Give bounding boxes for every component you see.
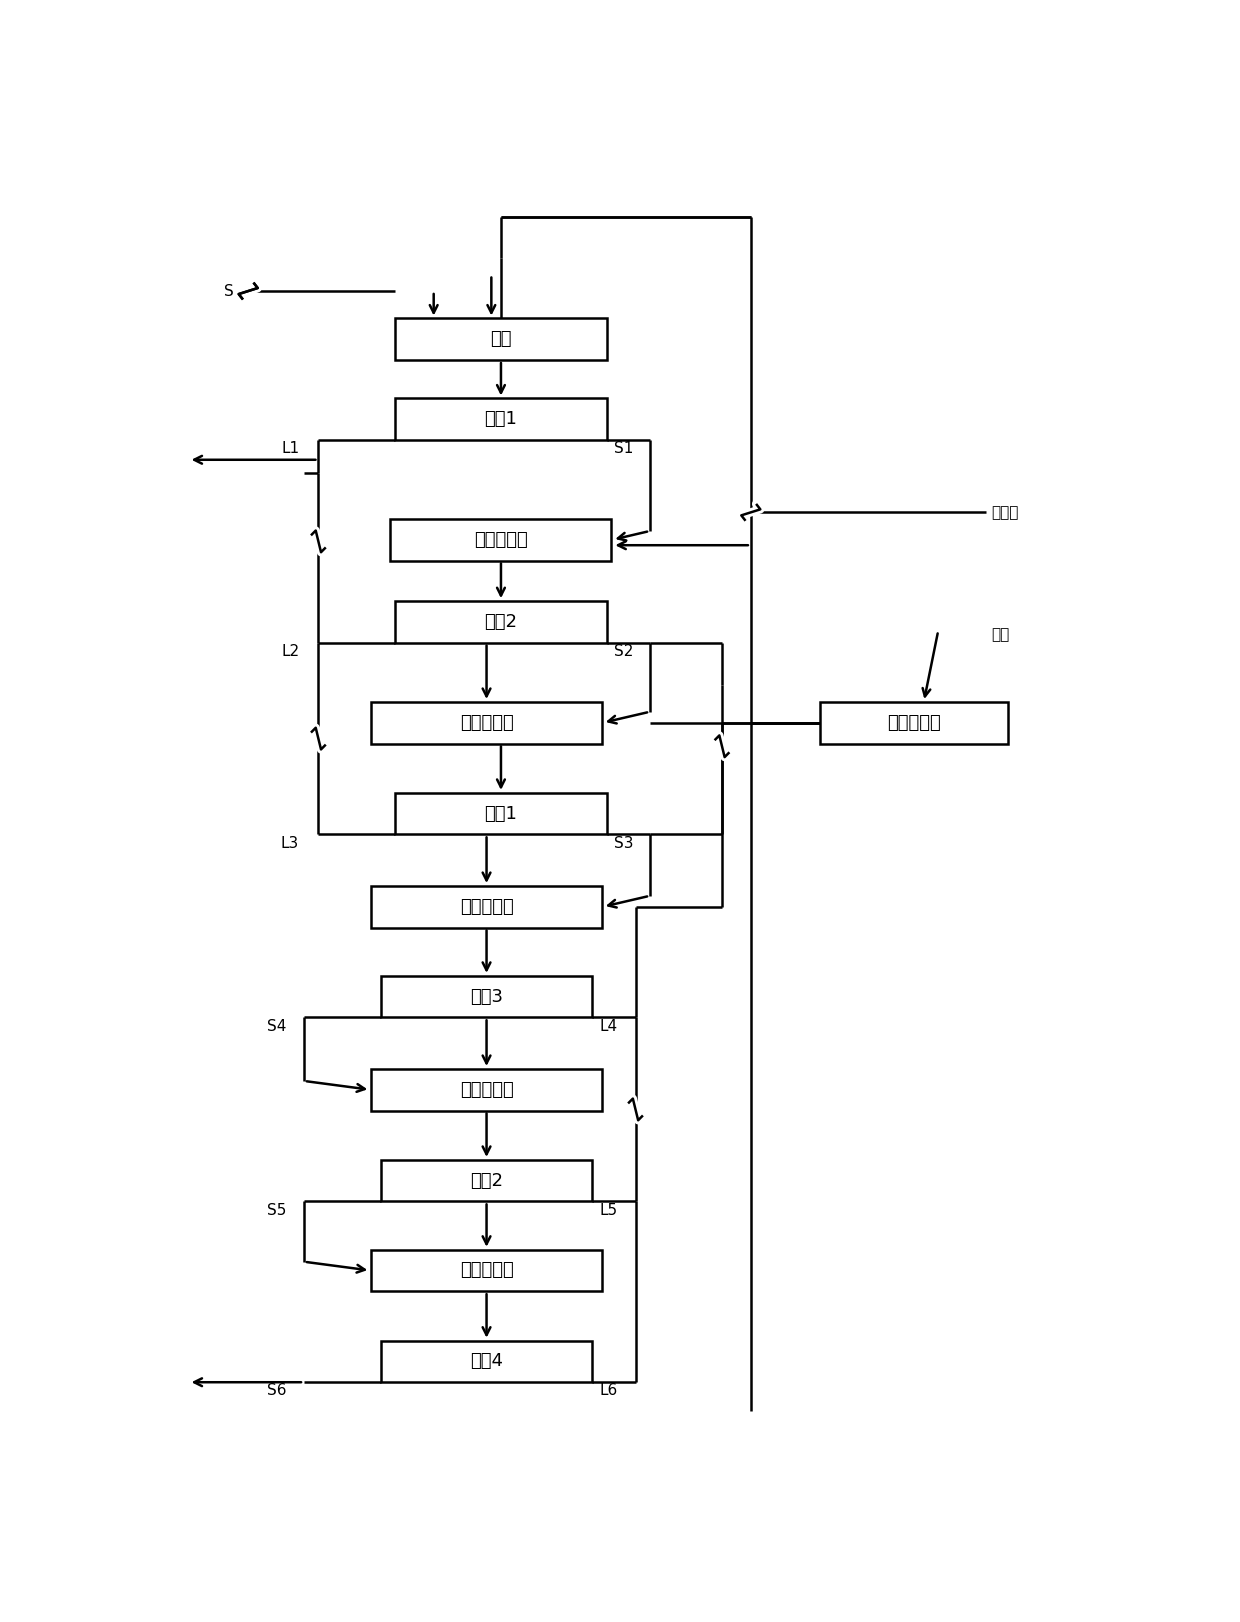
Text: S6: S6 (267, 1384, 286, 1398)
Text: 溶解: 溶解 (490, 331, 512, 349)
Text: L6: L6 (600, 1384, 619, 1398)
Text: 过滤1: 过滤1 (485, 410, 517, 428)
Bar (821, 702, 1008, 743)
Text: S4: S4 (268, 1019, 286, 1033)
Text: 硝酸: 硝酸 (991, 628, 1009, 642)
Text: 第二级浸出: 第二级浸出 (460, 897, 513, 916)
Bar (371, 1249, 601, 1291)
Bar (381, 976, 593, 1017)
Bar (391, 519, 611, 561)
Text: S5: S5 (268, 1204, 286, 1218)
Text: L5: L5 (600, 1204, 618, 1218)
Text: 洗涤剂: 洗涤剂 (991, 504, 1018, 521)
Text: S3: S3 (614, 835, 634, 850)
Text: 澄清2: 澄清2 (470, 1171, 503, 1189)
Text: 过滤4: 过滤4 (470, 1353, 503, 1371)
Text: L3: L3 (281, 835, 299, 850)
Bar (396, 602, 606, 642)
Bar (381, 1160, 593, 1202)
Bar (396, 318, 606, 360)
Text: S: S (224, 284, 234, 298)
Text: 浸出剂配制: 浸出剂配制 (888, 714, 941, 732)
Bar (396, 793, 606, 834)
Bar (371, 1069, 601, 1111)
Text: 过滤3: 过滤3 (470, 988, 503, 1006)
Bar (396, 399, 606, 440)
Bar (371, 886, 601, 928)
Bar (371, 702, 601, 743)
Text: 不溶渣洗涤: 不溶渣洗涤 (474, 530, 528, 548)
Text: 第一级浸出: 第一级浸出 (460, 714, 513, 732)
Text: L4: L4 (600, 1019, 618, 1033)
Text: 第一级洗涤: 第一级洗涤 (460, 1080, 513, 1098)
Text: 澄清1: 澄清1 (485, 805, 517, 822)
Text: 过滤2: 过滤2 (485, 613, 517, 631)
Text: S1: S1 (614, 441, 634, 456)
Text: L2: L2 (281, 644, 299, 659)
Bar (381, 1341, 593, 1382)
Text: 第二级洗涤: 第二级洗涤 (460, 1262, 513, 1280)
Text: L1: L1 (281, 441, 299, 456)
Text: S2: S2 (614, 644, 634, 659)
